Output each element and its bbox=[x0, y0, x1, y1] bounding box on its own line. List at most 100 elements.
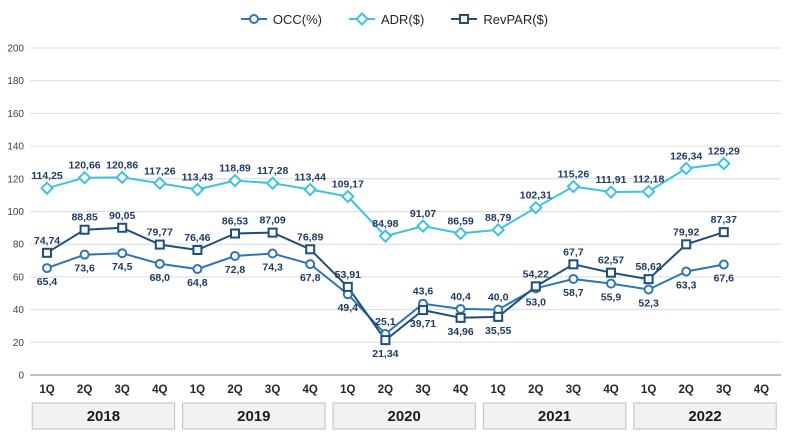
data-label: 117,28 bbox=[257, 165, 289, 177]
diamond-marker bbox=[679, 161, 694, 176]
data-label: 25,1 bbox=[375, 316, 396, 328]
data-label: 88,85 bbox=[71, 212, 97, 224]
square-marker bbox=[267, 227, 278, 238]
square-marker bbox=[154, 239, 165, 250]
y-axis-tick-label: 20 bbox=[13, 338, 25, 349]
legend-item-revpar[interactable]: RevPAR($) bbox=[450, 12, 548, 27]
diamond-marker bbox=[77, 170, 92, 185]
diamond-marker bbox=[641, 184, 656, 199]
circle-marker bbox=[192, 264, 203, 275]
x-axis-quarter-label: 1Q bbox=[641, 384, 656, 396]
data-label: 43,6 bbox=[413, 286, 434, 298]
data-label: 115,26 bbox=[558, 169, 590, 181]
diamond-marker bbox=[228, 173, 242, 188]
data-label: 113,43 bbox=[182, 172, 214, 184]
diamond-marker bbox=[566, 179, 581, 194]
x-axis-quarter-label: 1Q bbox=[491, 384, 506, 396]
data-label: 86,59 bbox=[447, 215, 473, 227]
data-label: 74,5 bbox=[112, 261, 133, 273]
data-label: 67,7 bbox=[563, 246, 584, 258]
data-label: 111,91 bbox=[596, 174, 627, 186]
square-marker bbox=[79, 224, 90, 235]
data-label: 67,8 bbox=[300, 272, 321, 284]
year-group-box bbox=[332, 402, 476, 430]
data-label: 52,3 bbox=[638, 297, 659, 309]
data-label: 74,3 bbox=[262, 262, 283, 274]
x-axis-quarter-label: 3Q bbox=[716, 384, 731, 396]
x-axis-quarter-label: 2Q bbox=[679, 384, 694, 396]
data-label: 113,44 bbox=[294, 172, 326, 184]
data-label: 58,62 bbox=[635, 261, 661, 273]
y-axis-tick-label: 160 bbox=[7, 109, 24, 120]
square-marker bbox=[718, 227, 729, 238]
square-marker bbox=[380, 335, 391, 346]
x-axis-quarter-label: 4Q bbox=[603, 384, 618, 396]
circle-marker bbox=[117, 248, 128, 259]
year-group-box bbox=[182, 402, 326, 430]
year-group-label: 2019 bbox=[237, 408, 270, 425]
circle-marker bbox=[230, 250, 240, 261]
data-label: 68,0 bbox=[150, 272, 171, 284]
circle-marker bbox=[643, 284, 654, 295]
legend-label-revpar: RevPAR($) bbox=[483, 11, 549, 27]
data-label: 90,05 bbox=[109, 210, 135, 222]
square-marker bbox=[305, 244, 316, 255]
diamond-marker bbox=[491, 222, 506, 237]
legend-item-adr[interactable]: ADR($) bbox=[348, 12, 424, 27]
diamond-marker bbox=[453, 226, 468, 241]
data-label: 109,17 bbox=[332, 179, 364, 191]
year-group-label: 2022 bbox=[688, 408, 721, 425]
legend-item-occ[interactable]: OCC(%) bbox=[240, 12, 322, 27]
x-axis-quarter-label: 4Q bbox=[754, 384, 769, 396]
x-axis-quarter-label: 4Q bbox=[453, 384, 468, 396]
square-marker bbox=[192, 244, 203, 255]
data-label: 79,77 bbox=[147, 227, 173, 239]
y-axis-tick-label: 40 bbox=[13, 305, 25, 316]
square-marker bbox=[568, 259, 579, 270]
year-group-box bbox=[482, 402, 627, 430]
data-label: 55,9 bbox=[601, 292, 622, 304]
circle-marker bbox=[305, 259, 316, 270]
square-marker bbox=[418, 305, 428, 316]
data-label: 63,3 bbox=[676, 280, 697, 292]
data-label: 118,89 bbox=[219, 163, 251, 175]
square-marker bbox=[681, 239, 692, 250]
x-axis-quarter-label: 3Q bbox=[115, 384, 130, 396]
x-axis-quarter-label: 2Q bbox=[227, 384, 242, 396]
diamond-marker bbox=[115, 170, 130, 185]
y-axis-tick-label: 140 bbox=[7, 142, 24, 153]
data-label: 74,74 bbox=[34, 235, 60, 247]
x-axis-quarter-label: 3Q bbox=[265, 384, 280, 396]
year-group-label: 2020 bbox=[388, 408, 421, 425]
data-label: 87,09 bbox=[259, 215, 285, 227]
diamond-marker bbox=[303, 182, 318, 197]
circle-marker bbox=[42, 263, 52, 274]
circle-marker bbox=[154, 258, 165, 269]
circle-marker bbox=[455, 303, 466, 314]
x-axis-quarter-label: 1Q bbox=[39, 384, 54, 396]
data-label: 129,29 bbox=[708, 146, 740, 158]
diamond-marker bbox=[416, 219, 430, 234]
year-group-label: 2021 bbox=[538, 408, 571, 425]
data-label: 76,89 bbox=[297, 231, 323, 243]
diamond-marker bbox=[265, 176, 280, 191]
diamond-marker bbox=[190, 182, 205, 197]
square-marker bbox=[493, 311, 504, 322]
data-label: 120,86 bbox=[106, 159, 138, 171]
y-axis-tick-label: 180 bbox=[7, 76, 24, 87]
data-label: 64,8 bbox=[187, 277, 208, 289]
data-label: 73,6 bbox=[74, 263, 95, 275]
diamond-marker bbox=[378, 229, 393, 243]
y-axis-tick-label: 80 bbox=[13, 240, 25, 251]
diamond-marker bbox=[40, 181, 54, 196]
data-label: 21,34 bbox=[372, 348, 398, 360]
y-axis-tick-label: 60 bbox=[13, 272, 25, 283]
data-label: 112,18 bbox=[633, 174, 665, 186]
x-axis-quarter-label: 3Q bbox=[415, 384, 430, 396]
data-label: 72,8 bbox=[225, 264, 246, 276]
square-marker bbox=[643, 274, 654, 285]
data-label: 91,07 bbox=[410, 208, 436, 220]
adr-legend-marker-icon bbox=[348, 12, 375, 26]
circle-marker bbox=[681, 266, 692, 277]
y-axis-tick-label: 120 bbox=[7, 174, 24, 185]
